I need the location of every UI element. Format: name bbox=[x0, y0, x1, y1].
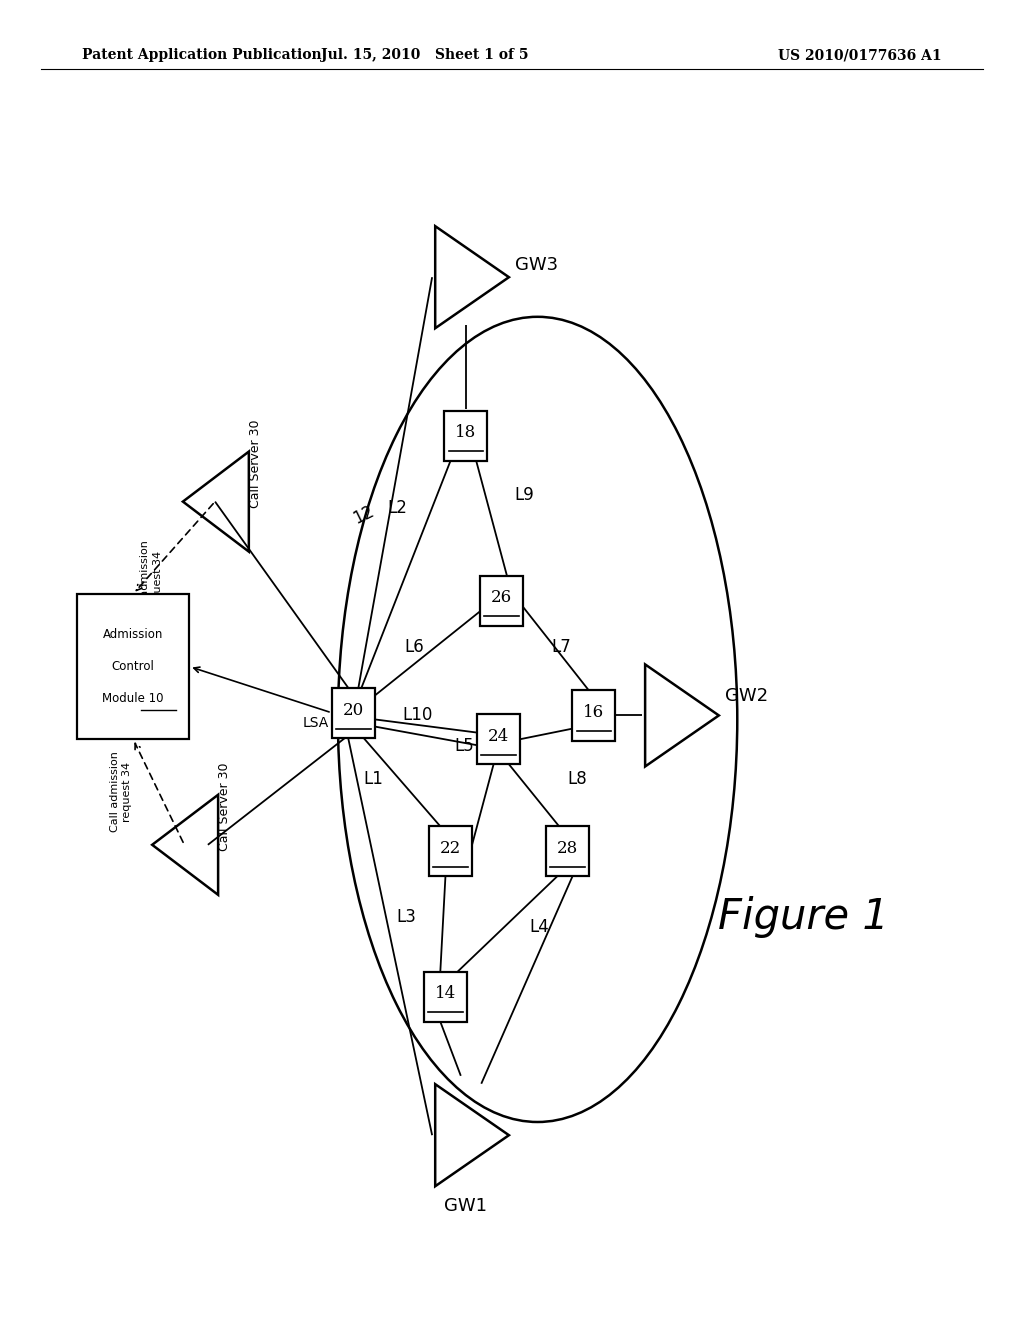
Text: 26: 26 bbox=[492, 590, 512, 606]
Text: Figure 1: Figure 1 bbox=[719, 896, 889, 939]
FancyBboxPatch shape bbox=[444, 411, 487, 461]
Text: 22: 22 bbox=[440, 841, 461, 857]
Text: 24: 24 bbox=[488, 729, 509, 744]
Text: L7: L7 bbox=[551, 638, 571, 656]
Text: Patent Application Publication: Patent Application Publication bbox=[82, 49, 322, 62]
FancyBboxPatch shape bbox=[572, 690, 615, 741]
FancyBboxPatch shape bbox=[77, 594, 189, 739]
Text: US 2010/0177636 A1: US 2010/0177636 A1 bbox=[778, 49, 942, 62]
Text: 14: 14 bbox=[435, 986, 456, 1002]
Text: Control: Control bbox=[112, 660, 155, 673]
Text: Call admission
request 34: Call admission request 34 bbox=[110, 751, 132, 833]
Text: L10: L10 bbox=[402, 706, 433, 725]
Text: L5: L5 bbox=[454, 737, 474, 755]
Text: L1: L1 bbox=[364, 770, 384, 788]
Text: LSA: LSA bbox=[302, 717, 329, 730]
FancyBboxPatch shape bbox=[332, 688, 375, 738]
Text: 12: 12 bbox=[350, 502, 377, 528]
FancyBboxPatch shape bbox=[480, 576, 523, 626]
Text: 16: 16 bbox=[584, 705, 604, 721]
Text: Module 10: Module 10 bbox=[102, 692, 164, 705]
Text: 28: 28 bbox=[557, 841, 578, 857]
Text: 18: 18 bbox=[456, 425, 476, 441]
Text: Call Server 30: Call Server 30 bbox=[218, 763, 231, 851]
Text: GW3: GW3 bbox=[515, 256, 558, 275]
Text: L6: L6 bbox=[404, 638, 425, 656]
FancyBboxPatch shape bbox=[546, 826, 589, 876]
Text: L8: L8 bbox=[567, 770, 588, 788]
Text: Jul. 15, 2010   Sheet 1 of 5: Jul. 15, 2010 Sheet 1 of 5 bbox=[322, 49, 528, 62]
FancyBboxPatch shape bbox=[429, 826, 472, 876]
Text: Admission: Admission bbox=[103, 628, 163, 642]
Text: L2: L2 bbox=[387, 499, 408, 517]
Text: GW1: GW1 bbox=[444, 1197, 487, 1216]
Text: L9: L9 bbox=[514, 486, 535, 504]
Text: L3: L3 bbox=[396, 908, 417, 927]
Text: GW2: GW2 bbox=[725, 686, 768, 705]
Text: Call admission
request 34: Call admission request 34 bbox=[140, 540, 163, 622]
FancyBboxPatch shape bbox=[477, 714, 520, 764]
Text: Call Server 30: Call Server 30 bbox=[249, 420, 262, 508]
Text: 20: 20 bbox=[343, 702, 364, 718]
Text: L4: L4 bbox=[529, 917, 550, 936]
FancyBboxPatch shape bbox=[424, 972, 467, 1022]
